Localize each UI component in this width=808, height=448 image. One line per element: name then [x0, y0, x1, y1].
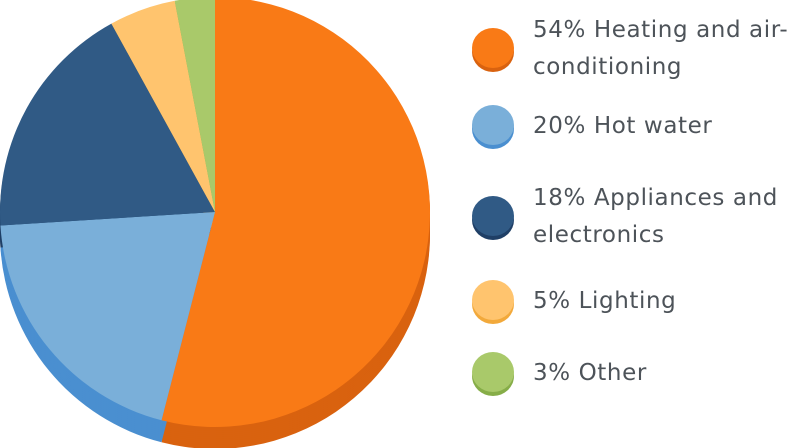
legend-item-lighting: 5% Lighting [470, 278, 793, 324]
pie-top-layer [0, 0, 430, 427]
pie-chart [0, 0, 431, 448]
legend-swatch-heating [470, 26, 516, 72]
legend-swatch-lighting [470, 278, 516, 324]
legend-label-hot-water: 20% Hot water [533, 112, 713, 139]
legend-swatch-dot [472, 28, 514, 68]
legend-label-appliances: 18% Appliances and electronics [533, 185, 778, 248]
pie-slice-hot-water [0, 212, 215, 421]
legend-swatch-dot [472, 352, 514, 392]
legend-item-hot-water: 20% Hot water [470, 103, 793, 149]
legend-swatch-dot [472, 280, 514, 320]
legend-label-heating: 54% Heating and air-conditioning [533, 17, 789, 80]
legend-item-other: 3% Other [470, 350, 793, 396]
legend-item-heating: 54% Heating and air-conditioning [470, 12, 793, 86]
legend-label-lighting: 5% Lighting [533, 287, 677, 314]
pie-slice-lighting [111, 0, 215, 212]
pie-slice-heating [161, 0, 430, 427]
pie-slice-appliances [0, 23, 215, 226]
legend-swatch-hot-water [470, 103, 516, 149]
legend-swatch-appliances [470, 194, 516, 240]
chart-legend: 54% Heating and air-conditioning 20% Hot… [470, 0, 800, 448]
legend-swatch-dot [472, 196, 514, 236]
pie-slice-other [174, 0, 215, 212]
legend-swatch-other [470, 350, 516, 396]
legend-swatch-dot [472, 105, 514, 145]
legend-label-other: 3% Other [533, 359, 647, 386]
legend-item-appliances: 18% Appliances and electronics [470, 180, 793, 254]
